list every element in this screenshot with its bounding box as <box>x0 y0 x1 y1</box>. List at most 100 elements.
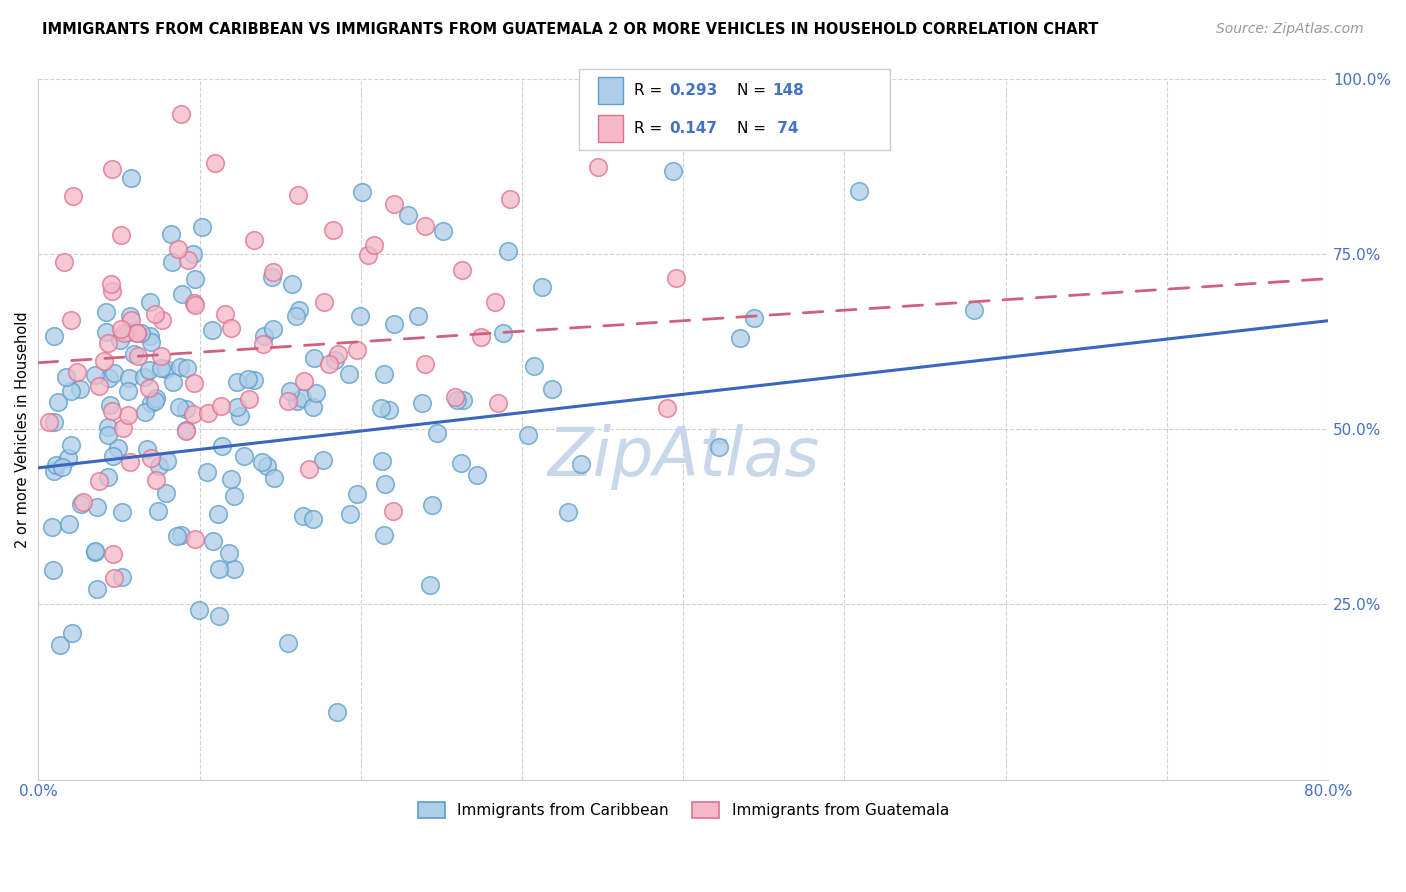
Point <box>287 187 309 202</box>
Point <box>450 457 472 471</box>
Point <box>318 357 340 371</box>
Point <box>103 571 125 585</box>
Point <box>162 375 184 389</box>
Legend: Immigrants from Caribbean, Immigrants from Guatemala: Immigrants from Caribbean, Immigrants fr… <box>412 797 955 824</box>
Point <box>141 451 163 466</box>
Point <box>93 353 115 368</box>
Point <box>44 328 66 343</box>
Point <box>118 371 141 385</box>
Point <box>42 415 65 429</box>
Point <box>138 363 160 377</box>
Point <box>432 224 454 238</box>
Point <box>302 351 325 365</box>
Point <box>208 561 231 575</box>
Point <box>304 386 326 401</box>
Point <box>422 498 444 512</box>
Point <box>100 404 122 418</box>
Point <box>298 462 321 476</box>
Point <box>218 546 240 560</box>
Point <box>350 186 373 200</box>
Point <box>222 489 245 503</box>
Point <box>204 156 226 170</box>
Point <box>103 449 125 463</box>
Point <box>70 496 93 510</box>
Point <box>465 467 488 482</box>
Point <box>150 313 173 327</box>
Point <box>120 310 142 324</box>
Point <box>211 439 233 453</box>
Point <box>111 570 134 584</box>
Point <box>655 401 678 415</box>
Point <box>101 548 124 562</box>
Point <box>145 473 167 487</box>
Point <box>69 382 91 396</box>
Point <box>221 321 243 335</box>
Point <box>252 337 274 351</box>
Text: 0.147: 0.147 <box>669 121 717 136</box>
Point <box>41 520 63 534</box>
Point <box>201 323 224 337</box>
Point <box>138 294 160 309</box>
Point <box>97 470 120 484</box>
Point <box>488 395 510 409</box>
Point <box>176 361 198 376</box>
Point <box>451 263 474 277</box>
Point <box>377 402 399 417</box>
Point <box>110 228 132 243</box>
Point <box>339 507 361 521</box>
Point <box>107 442 129 456</box>
Point <box>302 512 325 526</box>
Point <box>373 528 395 542</box>
Point <box>59 312 82 326</box>
Point <box>58 516 80 531</box>
Point <box>87 379 110 393</box>
Point <box>129 326 152 340</box>
Point <box>569 457 592 471</box>
Point <box>370 401 392 415</box>
Point <box>419 577 441 591</box>
Point <box>96 325 118 339</box>
Point <box>742 310 765 325</box>
Point <box>103 366 125 380</box>
Point <box>83 545 105 559</box>
Point <box>167 400 190 414</box>
Text: 148: 148 <box>772 83 804 98</box>
Point <box>499 192 522 206</box>
Point <box>117 325 139 339</box>
Point <box>62 188 84 202</box>
Point <box>53 255 76 269</box>
Point <box>59 384 82 399</box>
Point <box>112 326 135 340</box>
Point <box>517 428 540 442</box>
Point <box>382 317 405 331</box>
Point <box>169 359 191 374</box>
Point <box>89 474 111 488</box>
Point <box>181 407 204 421</box>
Point <box>84 368 107 382</box>
Point <box>183 295 205 310</box>
Point <box>42 563 65 577</box>
Point <box>728 331 751 345</box>
Point <box>56 450 79 465</box>
Point <box>100 277 122 291</box>
Point <box>349 310 371 324</box>
Point <box>172 287 194 301</box>
Text: 74: 74 <box>772 121 799 136</box>
Point <box>191 220 214 235</box>
Point <box>49 638 72 652</box>
Point <box>446 392 468 407</box>
Point <box>160 227 183 241</box>
Point <box>55 369 77 384</box>
Point <box>86 582 108 596</box>
Point <box>177 252 200 267</box>
Point <box>48 395 70 409</box>
Point <box>337 367 360 381</box>
Point <box>97 336 120 351</box>
Text: R =: R = <box>634 121 668 136</box>
Point <box>120 170 142 185</box>
Point <box>250 454 273 468</box>
Point <box>160 255 183 269</box>
Point <box>238 371 260 385</box>
Point <box>208 608 231 623</box>
Point <box>226 400 249 414</box>
